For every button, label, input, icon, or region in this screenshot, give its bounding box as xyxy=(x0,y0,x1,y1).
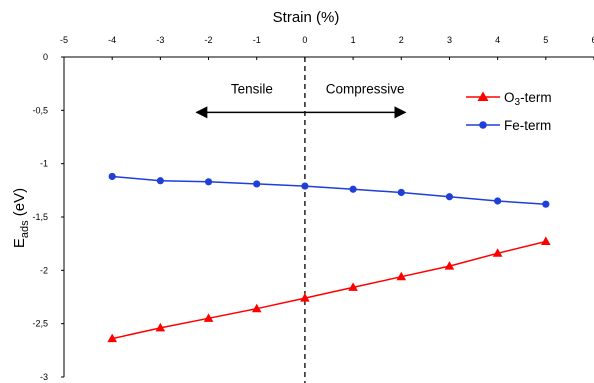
y-tick-label: -0,5 xyxy=(32,105,48,115)
data-point-circle xyxy=(349,185,357,193)
tensile-label: Tensile xyxy=(231,81,273,96)
data-point-circle xyxy=(397,188,405,197)
x-ticks: -5 -4 -3 -2 -1 0 1 2 3 4 5 6 xyxy=(60,35,594,60)
data-point-circle xyxy=(494,197,502,205)
data-point-triangle xyxy=(492,248,503,257)
legend-label-o3-term: O3-term xyxy=(504,90,552,108)
data-point-triangle xyxy=(251,303,262,313)
legend-label-o3-main: O xyxy=(504,90,515,105)
y-tick-label: -3 xyxy=(40,372,48,382)
x-tick-label: 1 xyxy=(351,35,356,45)
x-tick-label: 2 xyxy=(399,35,404,45)
data-point-circle xyxy=(301,182,309,190)
x-axis-title: Strain (%) xyxy=(273,9,340,26)
data-point-triangle xyxy=(541,236,551,246)
data-point-triangle xyxy=(107,333,117,343)
x-tick-label: -4 xyxy=(108,35,116,45)
x-tick-label: -3 xyxy=(156,35,164,45)
legend-label-o3-sub: 3 xyxy=(515,97,521,108)
legend: O3-term Fe-term xyxy=(466,90,552,133)
x-tick-label: -2 xyxy=(205,35,213,45)
data-point-circle xyxy=(253,180,261,188)
x-tick-label: -1 xyxy=(253,35,261,45)
x-tick-label: 3 xyxy=(447,35,452,45)
legend-marker-circle xyxy=(479,121,487,129)
data-point-triangle xyxy=(348,282,358,291)
x-tick-label: 0 xyxy=(302,35,307,45)
data-point-triangle xyxy=(155,322,166,332)
x-tick-label: 6 xyxy=(591,35,594,45)
y-tick-label: -2,5 xyxy=(32,319,48,329)
data-point-circle xyxy=(108,172,116,181)
data-point-triangle xyxy=(396,271,407,281)
legend-item-fe-term: Fe-term xyxy=(466,118,551,133)
data-point-circle xyxy=(542,200,550,208)
y-tick-label: -1,5 xyxy=(32,212,48,222)
legend-label-fe-term: Fe-term xyxy=(504,118,551,133)
data-point-circle xyxy=(156,177,164,185)
x-tick-label: 5 xyxy=(543,35,548,45)
data-point-circle xyxy=(204,178,213,186)
data-point-triangle xyxy=(300,293,310,302)
compressive-label: Compressive xyxy=(326,81,405,96)
series-o3-term xyxy=(107,236,551,343)
y-axis-title: Eads (eV) xyxy=(11,188,31,248)
x-tick-label: -5 xyxy=(60,35,68,45)
y-axis-title-sub: ads xyxy=(19,220,31,238)
data-point-triangle xyxy=(203,313,214,322)
series-fe-term xyxy=(108,172,550,208)
y-axis-title-main: E xyxy=(11,238,28,248)
y-tick-label: -2 xyxy=(40,265,48,275)
y-ticks: 0 -0,5 -1 -1,5 -2 -2,5 -3 xyxy=(32,52,64,382)
y-tick-label: 0 xyxy=(43,52,48,62)
y-axis-title-unit: (eV) xyxy=(11,188,28,221)
x-tick-label: 4 xyxy=(495,35,500,45)
legend-item-o3-term: O3-term xyxy=(466,90,552,108)
legend-label-o3-suffix: -term xyxy=(520,90,552,105)
series-line xyxy=(112,240,546,340)
series-layer xyxy=(107,172,551,343)
data-point-triangle xyxy=(444,261,455,270)
series-line xyxy=(112,175,546,205)
data-point-circle xyxy=(445,193,454,201)
y-tick-label: -1 xyxy=(40,159,48,169)
legend-marker-triangle xyxy=(477,91,489,101)
